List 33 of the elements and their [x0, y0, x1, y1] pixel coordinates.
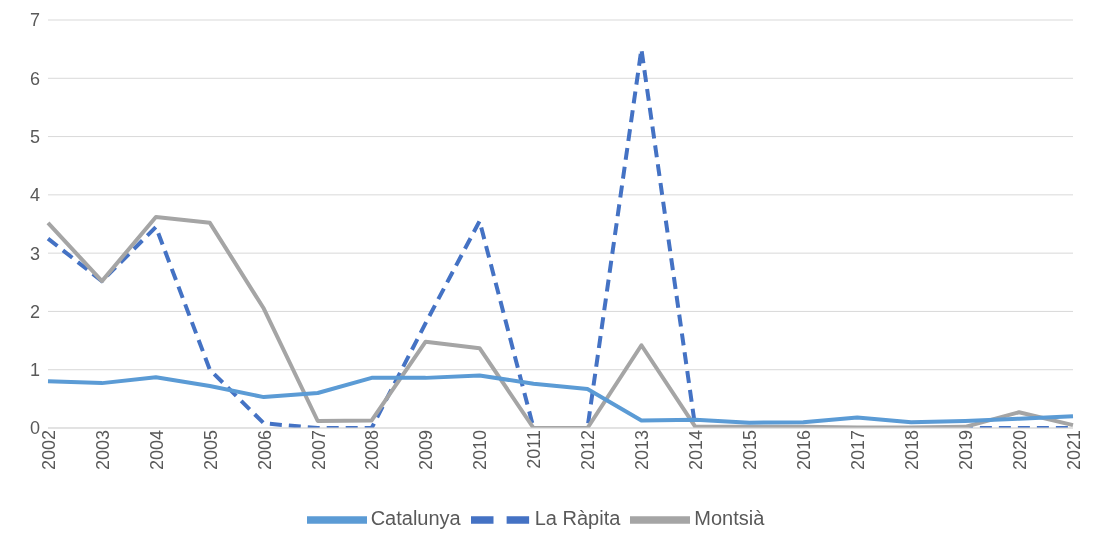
x-tick-label: 2005	[200, 430, 221, 471]
y-tick-label: 5	[29, 126, 40, 147]
legend-label: La Ràpita	[534, 507, 621, 530]
y-tick-label: 7	[29, 10, 40, 31]
y-tick-label: 4	[29, 185, 40, 206]
x-tick-label: 2002	[38, 430, 59, 471]
line-series	[46, 373, 1075, 425]
x-tick-label: 2014	[686, 430, 707, 471]
legend-label: Catalunya	[370, 507, 461, 530]
x-tick-label: 2007	[308, 430, 329, 471]
y-tick-label: 0	[29, 418, 40, 439]
legend-label: Montsià	[694, 507, 765, 530]
x-tick-label: 2020	[1009, 430, 1030, 471]
x-tick-label: 2011	[524, 430, 545, 469]
x-tick-label: 2015	[740, 430, 761, 471]
x-tick-label: 2018	[901, 430, 922, 471]
x-tick-label: 2010	[470, 430, 491, 471]
line-series	[46, 215, 1075, 428]
x-tick-label: 2004	[146, 430, 167, 471]
y-tick-label: 2	[29, 301, 40, 322]
x-tick-label: 2009	[416, 430, 437, 471]
x-tick-label: 2012	[578, 430, 599, 471]
x-tick-label: 2016	[794, 430, 815, 471]
y-tick-label: 6	[29, 68, 40, 89]
x-tick-label: 2013	[632, 430, 653, 471]
x-tick-label: 2008	[362, 430, 383, 471]
x-tick-label: 2003	[92, 430, 113, 471]
x-tick-label: 2019	[955, 430, 976, 471]
y-tick-label: 1	[29, 360, 40, 381]
y-tick-label: 3	[29, 243, 40, 264]
x-tick-label: 2017	[847, 430, 868, 471]
x-tick-label: 2006	[254, 430, 275, 471]
x-tick-label: 2021	[1063, 430, 1084, 471]
